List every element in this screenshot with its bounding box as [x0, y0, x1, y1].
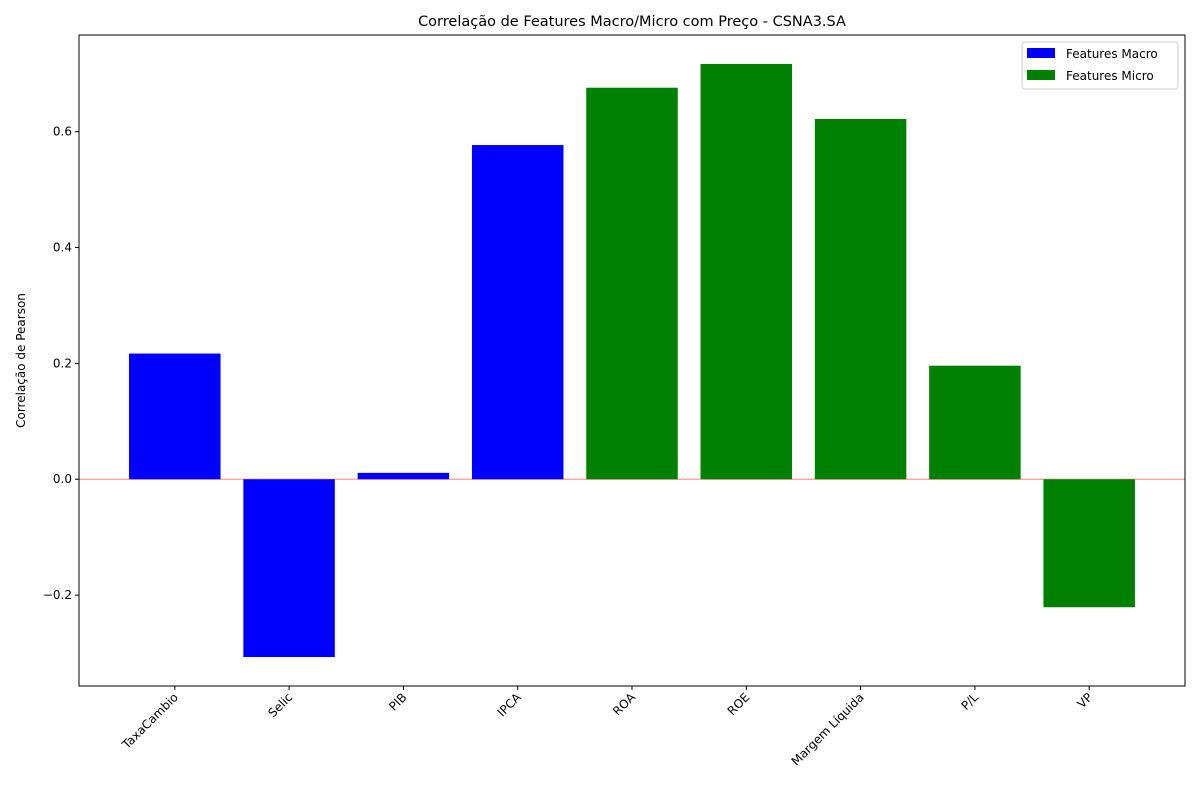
- y-axis-label: Correlação de Pearson: [14, 293, 28, 428]
- x-tick-label: TaxaCambio: [119, 690, 181, 752]
- legend-label-micro: Features Micro: [1066, 69, 1154, 83]
- x-tick-label: IPCA: [495, 690, 525, 720]
- plot-area: [78, 34, 1186, 687]
- x-tick-label: PIB: [386, 690, 409, 713]
- x-tick-label: ROE: [725, 690, 753, 718]
- bar-roe: [700, 63, 793, 480]
- x-tick-label: ROA: [610, 690, 639, 719]
- x-tick-label: Selic: [265, 690, 295, 720]
- bars-group: [129, 63, 1135, 658]
- x-tick-label: P/L: [958, 690, 981, 713]
- y-axis: −0.2 0.0 0.2 0.4 0.6: [43, 125, 79, 602]
- y-tick-label: 0.4: [53, 241, 72, 255]
- bar-taxacambio: [129, 353, 221, 480]
- bar-ipca: [471, 145, 564, 480]
- bar-margem-l-quida: [814, 118, 907, 480]
- y-tick-label: 0.6: [53, 125, 72, 139]
- bar-vp: [1043, 479, 1135, 608]
- y-tick-label: −0.2: [43, 588, 72, 602]
- legend-swatch-micro: [1027, 70, 1055, 80]
- bar-roa: [586, 87, 678, 480]
- x-tick-label: Margem Líquida: [789, 690, 867, 768]
- legend-box: [1021, 41, 1179, 90]
- chart-title: Correlação de Features Macro/Micro com P…: [418, 14, 846, 30]
- legend-swatch-macro: [1027, 48, 1055, 58]
- x-axis: TaxaCambio Selic PIB IPCA ROA ROE Margem Líqui…: [119, 686, 1095, 768]
- x-tick-label: VP: [1074, 690, 1095, 711]
- legend: Features Macro Features Micro: [1021, 41, 1179, 90]
- y-tick-label: 0.0: [53, 472, 72, 486]
- bar-pib: [357, 472, 450, 480]
- bar-selic: [243, 479, 335, 658]
- bar-p-l: [929, 365, 1021, 480]
- legend-label-macro: Features Macro: [1066, 47, 1158, 61]
- y-tick-label: 0.2: [53, 356, 72, 370]
